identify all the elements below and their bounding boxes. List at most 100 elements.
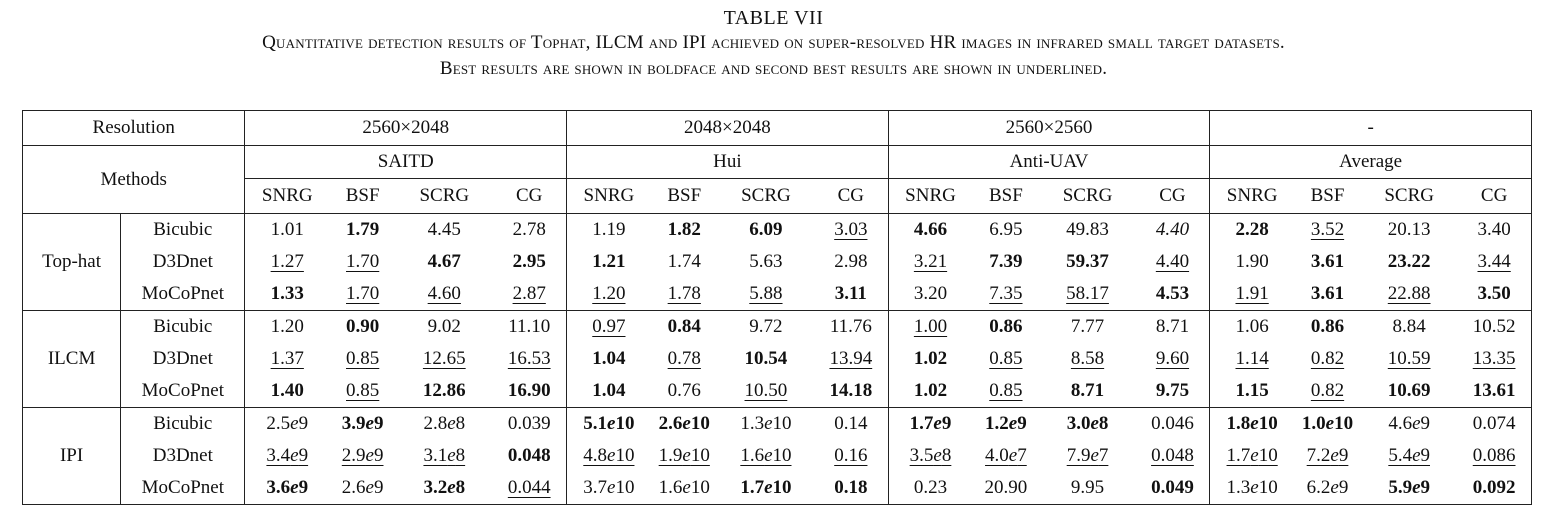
- value-text: 1.7e9: [909, 413, 952, 434]
- value-text: 2.28: [1235, 219, 1269, 240]
- value-cell: 1.79: [329, 214, 396, 247]
- value-cell: 1.3e10: [718, 408, 814, 441]
- value-text: 6.2e9: [1306, 477, 1349, 498]
- value-cell: 16.53: [492, 343, 568, 375]
- value-cell: 1.40: [244, 375, 330, 408]
- value-text: 0.86: [1310, 316, 1345, 337]
- value-cell: 3.52: [1294, 214, 1361, 247]
- value-cell: 1.6e10: [650, 472, 718, 505]
- value-cell: 6.2e9: [1293, 472, 1362, 505]
- value-cell: 12.86: [396, 375, 493, 408]
- value-cell: 3.0e8: [1039, 408, 1135, 441]
- value-text: 1.20: [270, 316, 304, 337]
- value-cell: 0.23: [888, 472, 973, 505]
- metric-header: SNRG: [244, 178, 330, 214]
- value-text: 13.61: [1472, 380, 1516, 401]
- table-row: ILCM Bicubic 1.20 0.90 9.02 11.10 0.97 0.84 9.72…: [21, 310, 1533, 408]
- method-label: Bicubic: [120, 213, 246, 246]
- value-text: 1.14: [1235, 348, 1269, 369]
- value-cell: 1.01: [245, 214, 329, 247]
- value-text: 1.82: [667, 219, 701, 240]
- value-text: 2.9e9: [341, 445, 384, 466]
- value-text: 3.61: [1310, 283, 1345, 304]
- value-cell: 59.37: [1039, 246, 1135, 278]
- metric-header: CG: [492, 178, 568, 214]
- value-text: 1.04: [592, 348, 626, 369]
- value-text: 10.50: [744, 380, 788, 401]
- value-cell: 1.00: [888, 311, 972, 344]
- value-cell: 3.1e8: [396, 440, 492, 472]
- value-cell: 3.7e10: [566, 472, 651, 505]
- value-text: 0.85: [346, 380, 380, 401]
- table-row: D3Dnet 1.37 0.85 12.65 16.53 1.04 0.78 10.54 13.…: [23, 343, 1533, 375]
- value-text: 1.00: [913, 316, 948, 337]
- group-label: Top-hat: [21, 213, 122, 311]
- value-text: 11.10: [508, 316, 551, 337]
- value-text: 1.37: [270, 348, 304, 369]
- value-cell: 2.87: [492, 278, 568, 311]
- value-cell: 1.7e9: [888, 408, 972, 441]
- value-cell: 1.06: [1210, 311, 1294, 344]
- value-cell: 0.86: [972, 311, 1039, 344]
- value-text: 1.19: [592, 219, 626, 240]
- value-cell: 2.28: [1210, 214, 1294, 247]
- metric-header: CG: [814, 178, 889, 214]
- value-text: 3.50: [1477, 283, 1511, 304]
- value-cell: 22.88: [1361, 278, 1458, 311]
- value-cell: 58.17: [1039, 278, 1136, 311]
- group-label: ILCM: [21, 310, 122, 408]
- value-text: 58.17: [1066, 283, 1109, 304]
- value-text: 16.90: [507, 380, 551, 401]
- value-text: 0.97: [592, 316, 626, 337]
- value-text: 1.21: [592, 251, 626, 272]
- value-text: 3.11: [834, 283, 867, 304]
- value-text: 16.53: [507, 348, 551, 369]
- value-cell: 2.6e10: [651, 408, 718, 441]
- value-cell: 7.2e9: [1294, 440, 1361, 472]
- value-cell: 1.20: [566, 278, 651, 311]
- value-cell: 0.97: [567, 311, 651, 344]
- value-text: 49.83: [1066, 219, 1109, 240]
- value-text: 5.9e9: [1388, 477, 1430, 498]
- value-text: 1.78: [667, 283, 701, 304]
- value-text: 1.6e10: [740, 445, 792, 466]
- value-cell: 0.85: [972, 343, 1039, 375]
- value-cell: 0.044: [492, 472, 568, 505]
- value-cell: 49.83: [1039, 214, 1135, 247]
- resolution-average: -: [1209, 110, 1532, 146]
- value-cell: 5.88: [717, 278, 814, 311]
- value-cell: 3.11: [814, 278, 889, 311]
- value-cell: 23.22: [1361, 246, 1457, 278]
- value-cell: 0.086: [1457, 440, 1533, 472]
- metric-header: BSF: [329, 178, 397, 214]
- value-text: 1.79: [346, 219, 380, 240]
- value-text: 3.1e8: [423, 445, 466, 466]
- value-cell: 1.2e9: [972, 408, 1039, 441]
- value-cell: 2.95: [492, 246, 568, 278]
- value-cell: 1.04: [566, 375, 651, 408]
- value-text: 0.90: [346, 316, 380, 337]
- value-cell: 1.82: [651, 214, 718, 247]
- value-text: 4.0e7: [985, 445, 1027, 466]
- table-row: MoCoPnet 3.6e9 2.6e9 3.2e8 0.044 3.7e10 1.6e10…: [23, 472, 1533, 505]
- value-text: 59.37: [1066, 251, 1109, 272]
- value-text: 4.45: [427, 219, 461, 240]
- value-text: 12.86: [422, 380, 466, 401]
- value-cell: 3.61: [1294, 246, 1361, 278]
- value-cell: 10.69: [1361, 375, 1458, 408]
- value-text: 1.6e10: [658, 477, 710, 498]
- value-cell: 3.5e8: [888, 440, 972, 472]
- table-row: D3Dnet 1.27 1.70 4.67 2.95 1.21 1.74 5.63 2.98 3.…: [23, 246, 1533, 278]
- value-text: 4.60: [427, 283, 461, 304]
- value-text: 0.84: [667, 316, 701, 337]
- value-text: 1.15: [1235, 380, 1269, 401]
- value-cell: 2.78: [492, 213, 568, 246]
- value-text: 3.40: [1477, 219, 1511, 240]
- value-text: 4.40: [1155, 251, 1190, 272]
- value-cell: 4.8e10: [567, 440, 651, 472]
- value-text: 3.61: [1310, 251, 1345, 272]
- value-text: 0.048: [1151, 445, 1194, 466]
- value-text: 4.66: [913, 219, 948, 240]
- value-text: 2.78: [512, 219, 546, 240]
- value-text: 3.2e8: [423, 477, 466, 498]
